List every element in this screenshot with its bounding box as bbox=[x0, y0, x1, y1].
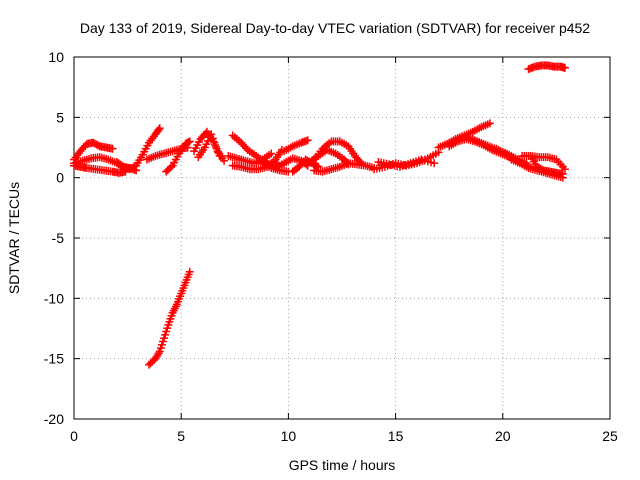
series-arc-19 bbox=[305, 145, 353, 169]
data-point bbox=[167, 163, 176, 172]
data-point bbox=[560, 63, 569, 72]
data-point bbox=[185, 267, 194, 276]
series-arc-21 bbox=[374, 155, 439, 171]
series-arc-29 bbox=[524, 61, 569, 74]
data-series bbox=[70, 61, 569, 369]
series-arc-14 bbox=[280, 136, 312, 156]
y-tick-label: 10 bbox=[48, 49, 64, 65]
y-tick-label: -15 bbox=[44, 351, 64, 367]
x-tick-label: 0 bbox=[70, 428, 78, 444]
data-point bbox=[207, 130, 216, 139]
x-tick-label: 20 bbox=[495, 428, 511, 444]
data-point bbox=[430, 159, 439, 168]
data-point bbox=[303, 136, 312, 145]
data-point bbox=[220, 156, 229, 165]
y-tick-label: -5 bbox=[52, 230, 65, 246]
y-tick-label: -20 bbox=[44, 411, 64, 427]
series-arc-06 bbox=[162, 137, 194, 176]
data-point bbox=[155, 124, 164, 133]
data-point bbox=[267, 149, 276, 158]
series-arc-09 bbox=[194, 130, 229, 165]
series-arc-04 bbox=[112, 124, 164, 174]
y-axis-label: SDTVAR / TECUs bbox=[6, 182, 22, 294]
data-point bbox=[485, 119, 494, 128]
y-tick-label: 5 bbox=[56, 109, 64, 125]
data-point bbox=[108, 144, 117, 153]
x-tick-label: 10 bbox=[281, 428, 297, 444]
data-point bbox=[154, 349, 163, 358]
data-point bbox=[185, 137, 194, 146]
series-arc-07 bbox=[145, 267, 194, 369]
x-tick-label: 15 bbox=[388, 428, 404, 444]
y-tick-label: 0 bbox=[56, 170, 64, 186]
chart-title: Day 133 of 2019, Sidereal Day-to-day VTE… bbox=[80, 20, 590, 36]
x-tick-label: 25 bbox=[602, 428, 618, 444]
x-axis-label: GPS time / hours bbox=[289, 457, 396, 473]
series-arc-11 bbox=[224, 149, 276, 168]
data-point bbox=[344, 160, 353, 169]
data-point bbox=[208, 134, 217, 143]
data-point bbox=[558, 170, 567, 179]
data-point bbox=[212, 142, 221, 151]
data-point bbox=[343, 159, 352, 168]
x-tick-label: 5 bbox=[177, 428, 185, 444]
axis-ticks: 0 5 10 15 20 25 -20 -15 -10 -5 0 5 10 bbox=[44, 49, 618, 444]
data-point bbox=[560, 165, 569, 174]
gridlines bbox=[74, 57, 610, 419]
y-tick-label: -10 bbox=[44, 290, 64, 306]
series-arc-28 bbox=[526, 151, 567, 179]
data-point bbox=[210, 138, 219, 147]
data-point bbox=[154, 125, 163, 134]
